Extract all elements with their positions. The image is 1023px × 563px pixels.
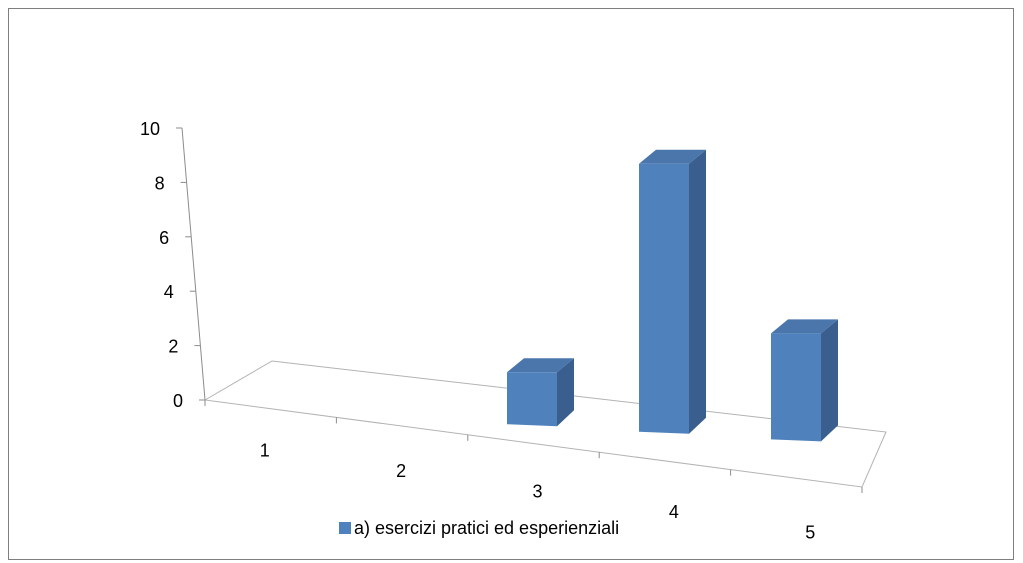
legend-swatch [339,522,351,534]
x-tick-label: 1 [260,441,270,461]
x-tick-label: 2 [396,461,406,481]
bar-top-face [639,149,706,164]
y-tick-label: 6 [159,228,169,248]
bar [639,149,706,434]
legend-label: a) esercizi pratici ed esperienziali [354,518,619,538]
y-tick-label: 8 [155,173,165,193]
bar-front-face [507,372,557,427]
y-tick-label: 10 [140,119,160,139]
y-tick-label: 0 [173,391,183,411]
y-axis-ticks: 0 2 4 6 8 10 [140,119,205,411]
bar-top-face [507,358,574,373]
bar [771,319,838,442]
legend: a) esercizi pratici ed esperienziali [339,518,619,538]
y-tick-label: 2 [168,337,178,357]
bar-side-face [689,149,706,434]
bar-side-face [821,319,838,442]
y-tick-label: 4 [164,282,174,302]
x-tick-label: 5 [805,522,815,542]
y-axis [181,127,206,401]
bar-top-face [771,319,838,334]
bar-front-face [771,333,821,442]
x-tick-label: 3 [532,482,542,502]
x-axis-ticks: 1 2 3 4 5 [204,400,863,542]
bar-series [507,149,838,442]
bar [507,358,574,427]
bar-side-face [557,358,574,427]
x-tick-label: 4 [669,502,679,522]
bar-front-face [639,163,689,434]
